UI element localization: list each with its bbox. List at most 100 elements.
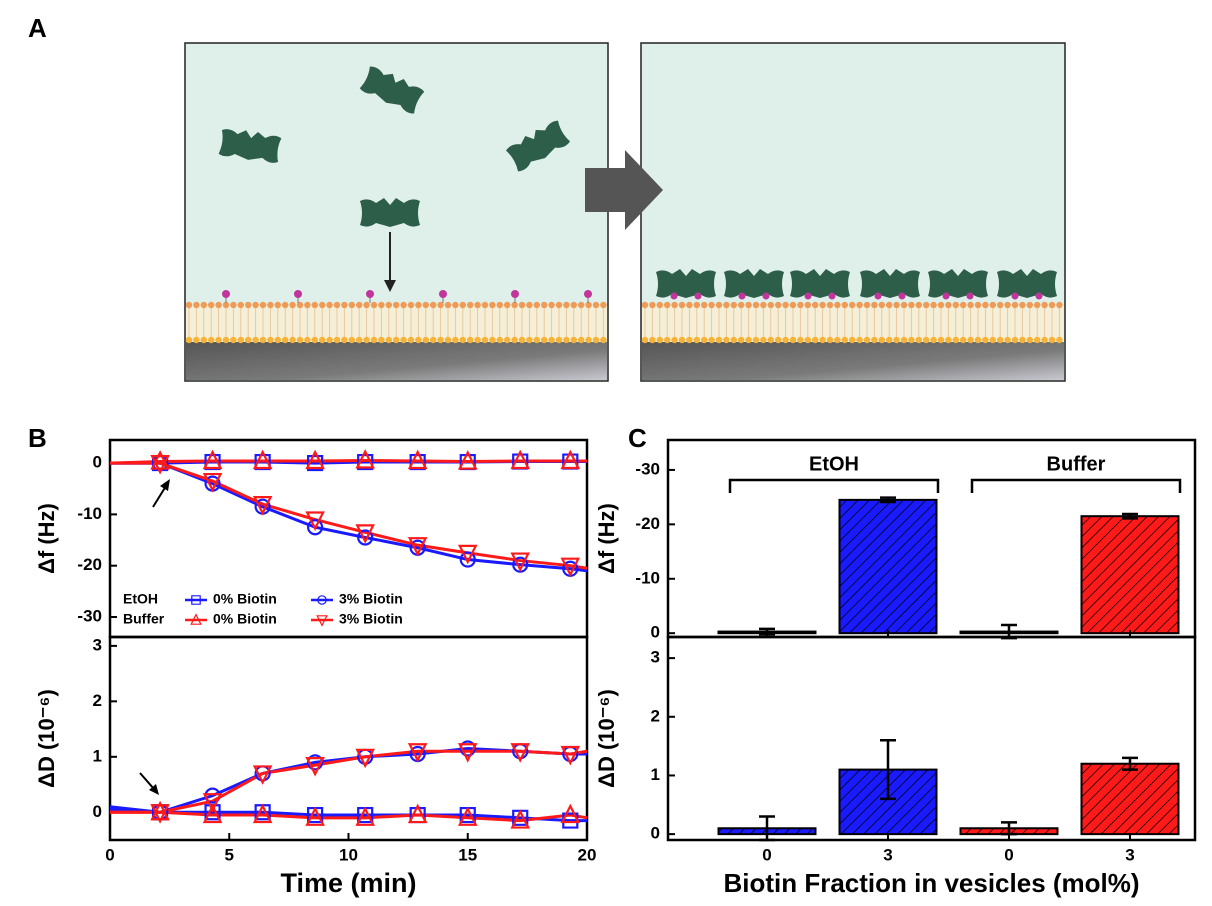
lipid-head — [649, 301, 656, 309]
biotin — [366, 290, 374, 298]
lipid-head — [215, 336, 222, 344]
lipid-head — [930, 301, 937, 309]
lipid-head — [259, 301, 267, 309]
lipid-head — [400, 301, 407, 309]
lipid-head — [715, 336, 723, 344]
x-tick-label: 3 — [883, 845, 892, 864]
y-tick-label: 2 — [93, 691, 102, 710]
lipid-head — [356, 301, 363, 309]
marker — [254, 765, 271, 782]
lipid-head — [693, 301, 700, 309]
lipid-head — [797, 336, 804, 344]
lipid-head — [760, 301, 767, 309]
lipid-head — [641, 336, 649, 344]
legend-marker — [191, 595, 201, 605]
marker — [409, 745, 426, 763]
lipid-head — [274, 336, 281, 344]
x-tick-label: 0 — [1004, 845, 1013, 864]
y-tick-label: 1 — [93, 746, 102, 765]
lipid-head — [952, 336, 959, 344]
marker — [560, 803, 581, 824]
lipid-head — [437, 336, 444, 344]
x-tick-label: 20 — [578, 845, 597, 864]
protein-shape — [218, 129, 282, 163]
y-axis-label: Δf (Hz) — [34, 503, 59, 574]
lipid-head — [923, 301, 930, 309]
marker — [510, 552, 530, 573]
marker — [560, 449, 581, 470]
lipid-head — [789, 336, 797, 344]
protein-shape — [724, 269, 784, 298]
series-line — [110, 810, 588, 823]
lipid-head — [701, 301, 708, 309]
lipid-head — [649, 336, 656, 344]
protein — [218, 129, 282, 163]
lipid-head — [738, 301, 745, 309]
plot-frame — [108, 635, 589, 842]
panel-label: B — [28, 423, 47, 453]
lipid-head — [185, 336, 193, 344]
lipid-head — [385, 336, 392, 344]
protein — [928, 269, 988, 298]
marker — [407, 803, 428, 824]
lipid-head — [304, 301, 311, 309]
lipid-head — [767, 336, 774, 344]
y-tick-label: -30 — [77, 606, 102, 625]
lipid-head — [678, 301, 686, 309]
protein-shape — [790, 269, 850, 298]
lipid-head — [481, 301, 489, 309]
lipid-head — [356, 336, 363, 344]
y-tick-label: -10 — [77, 504, 102, 523]
schematic — [184, 42, 1066, 382]
lipid-head — [789, 301, 797, 309]
lipid-head — [834, 301, 841, 309]
biotin — [222, 290, 230, 298]
marker — [252, 449, 273, 470]
biotin — [828, 292, 836, 300]
marker — [457, 544, 478, 565]
lipid-head — [1056, 301, 1063, 309]
lipid-head — [937, 336, 945, 344]
lipid-head — [1026, 301, 1034, 309]
protein-shape — [656, 269, 716, 298]
arrow — [160, 479, 170, 491]
marker — [150, 804, 170, 824]
lipid-head — [363, 301, 370, 309]
lipid-head — [664, 336, 671, 344]
lipid-head — [945, 301, 952, 309]
lipid-head — [326, 336, 333, 344]
lipid-head — [222, 336, 230, 344]
lipid-head — [826, 301, 834, 309]
arrow — [384, 280, 396, 292]
y-axis-label: Δf (Hz) — [594, 503, 619, 574]
lipid-head — [444, 301, 452, 309]
protein — [860, 269, 920, 298]
substrate — [186, 342, 607, 380]
lipid-head — [319, 301, 326, 309]
marker — [305, 511, 325, 531]
marker — [202, 803, 223, 824]
x-axis-label: Time (min) — [280, 868, 416, 898]
lipid-head — [752, 301, 760, 309]
lipid-head — [730, 336, 737, 344]
biotin — [874, 292, 882, 300]
marker — [355, 449, 375, 469]
lipid-head — [849, 301, 856, 309]
lipid-head — [393, 301, 400, 309]
lipid-head — [274, 301, 281, 309]
lipid-head — [923, 336, 930, 344]
y-tick-label: 3 — [651, 648, 660, 667]
lipid-head — [863, 336, 871, 344]
lipid-head — [341, 336, 348, 344]
lipid-head — [400, 336, 407, 344]
lipid-head — [407, 301, 415, 309]
legend-group: EtOH — [123, 591, 158, 607]
error-bar — [1122, 756, 1138, 771]
lipid-head — [252, 301, 259, 309]
y-tick-label: -30 — [635, 459, 660, 478]
lipid-head — [370, 336, 378, 344]
lipid-head — [422, 301, 429, 309]
lipid-head — [900, 301, 908, 309]
biotin — [942, 292, 950, 300]
